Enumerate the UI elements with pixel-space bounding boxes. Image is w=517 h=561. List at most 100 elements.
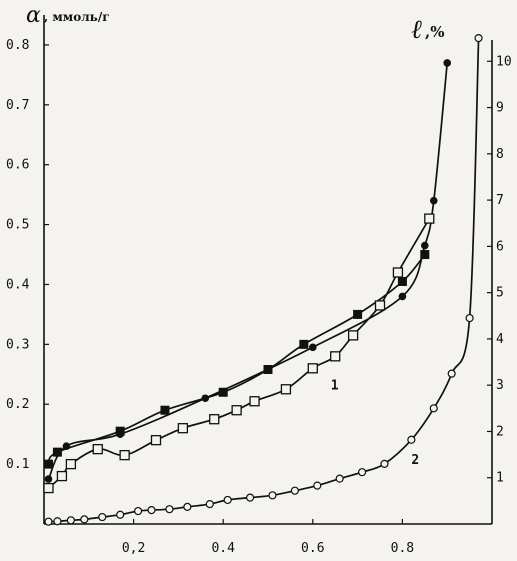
- filled-square-point: [397, 276, 407, 286]
- filled-circle-point: [309, 343, 317, 352]
- right-tick-label: 7: [496, 193, 504, 208]
- right-tick-label: 5: [496, 286, 504, 301]
- open-square-point: [119, 449, 130, 461]
- open-circle-point: [80, 515, 89, 524]
- open-circle-point: [66, 516, 75, 525]
- open-square-point: [65, 458, 77, 470]
- open-circle-point: [205, 500, 214, 509]
- curve-label: 1: [331, 378, 339, 393]
- filled-square-point: [420, 250, 430, 260]
- filled-circle-point: [421, 241, 429, 250]
- right-tick-label: 10: [496, 54, 512, 69]
- open-square-point: [56, 470, 68, 482]
- filled-circle-point: [201, 394, 210, 403]
- filled-circle-point: [398, 292, 407, 301]
- left-axis-unit: , ммоль/г: [44, 10, 110, 24]
- open-circle-point: [44, 517, 53, 526]
- left-tick-label: 0.1: [6, 457, 29, 472]
- x-ticks: 0,2 0.4 0.6 0.8: [122, 519, 414, 556]
- open-circle-point: [183, 502, 192, 511]
- open-circle-point: [53, 517, 62, 526]
- filled-circle-point: [443, 59, 452, 67]
- filled-square-point: [43, 459, 53, 469]
- right-y-ticks: 1 2 3 4 5 6 7 8 9 10: [487, 54, 512, 486]
- right-axis-symbol: ℓ: [411, 15, 422, 45]
- open-square-point: [347, 330, 359, 341]
- filled-square-point: [299, 339, 309, 349]
- open-square-point: [209, 414, 220, 425]
- open-square-point: [231, 405, 242, 416]
- right-axis-unit: ,%: [425, 23, 444, 41]
- right-tick-label: 9: [496, 101, 504, 116]
- open-circle-point: [268, 491, 277, 500]
- open-square-point: [392, 267, 404, 278]
- left-tick-label: 0.4: [6, 277, 30, 292]
- open-circle-point: [357, 468, 367, 477]
- curve-labels: 12: [331, 378, 419, 468]
- open-circle-point: [290, 486, 299, 495]
- filled-circle-point: [429, 196, 438, 205]
- open-circle-point: [429, 404, 438, 413]
- left-tick-label: 0.2: [6, 397, 29, 412]
- open-circle-point: [335, 474, 344, 483]
- open-square-point: [307, 363, 318, 374]
- x-tick-label: 0,2: [122, 541, 145, 556]
- series-line-filled-circle: [47, 62, 449, 480]
- left-tick-label: 0.3: [6, 337, 29, 352]
- open-square-point: [92, 443, 103, 455]
- open-circle-point: [447, 369, 456, 378]
- open-square-point: [249, 396, 260, 407]
- right-tick-label: 3: [496, 378, 504, 393]
- left-y-ticks: 0.1 0.2 0.3 0.4 0.5 0.6 0.7 0.8: [6, 38, 49, 472]
- filled-square-point: [218, 387, 228, 397]
- right-tick-label: 1: [496, 471, 504, 486]
- curve-label: 2: [411, 453, 419, 468]
- open-circle-point: [474, 34, 483, 43]
- open-circle-point: [407, 435, 416, 444]
- filled-square-point: [263, 365, 273, 375]
- open-circle-point: [245, 493, 255, 502]
- series-line-filled-square: [47, 253, 426, 465]
- filled-circle-point: [116, 430, 124, 438]
- open-circle-point: [133, 506, 143, 516]
- open-square-point: [374, 300, 386, 311]
- right-axis-title: ℓ ,%: [411, 15, 444, 45]
- open-circle-point: [116, 510, 125, 519]
- open-square-point: [280, 384, 292, 395]
- x-tick-label: 0.6: [301, 541, 324, 556]
- filled-square-point: [353, 309, 363, 319]
- data-markers: [43, 34, 483, 526]
- open-circle-point: [98, 512, 107, 522]
- x-tick-label: 0.4: [211, 541, 235, 556]
- open-circle-point: [223, 495, 232, 505]
- x-tick-label: 0.8: [391, 541, 414, 556]
- right-tick-label: 6: [496, 239, 504, 254]
- open-circle-point: [165, 505, 174, 514]
- left-axis-title: α , ммоль/г: [26, 3, 110, 28]
- open-square-point: [150, 435, 162, 446]
- right-tick-label: 8: [496, 147, 504, 162]
- open-square-point: [43, 482, 54, 494]
- open-circle-point: [147, 506, 156, 515]
- open-circle-point: [313, 481, 322, 490]
- fitted-curves: [47, 38, 480, 523]
- filled-square-point: [52, 447, 62, 457]
- filled-circle-point: [44, 475, 53, 483]
- left-tick-label: 0.8: [6, 38, 29, 53]
- open-square-point: [330, 351, 341, 362]
- open-circle-point: [380, 459, 389, 468]
- left-tick-label: 0.7: [6, 98, 29, 113]
- left-tick-label: 0.5: [6, 218, 29, 233]
- open-square-point: [177, 423, 189, 434]
- series-line-open-circle: [48, 38, 480, 523]
- series-line-open-square: [47, 218, 431, 489]
- left-tick-label: 0.6: [6, 158, 29, 173]
- axes: [43, 15, 493, 525]
- right-tick-label: 2: [496, 424, 504, 439]
- filled-circle-point: [62, 442, 71, 450]
- left-axis-symbol: α: [26, 3, 41, 28]
- open-square-point: [424, 213, 435, 224]
- right-tick-label: 4: [496, 332, 504, 347]
- filled-square-point: [160, 405, 170, 415]
